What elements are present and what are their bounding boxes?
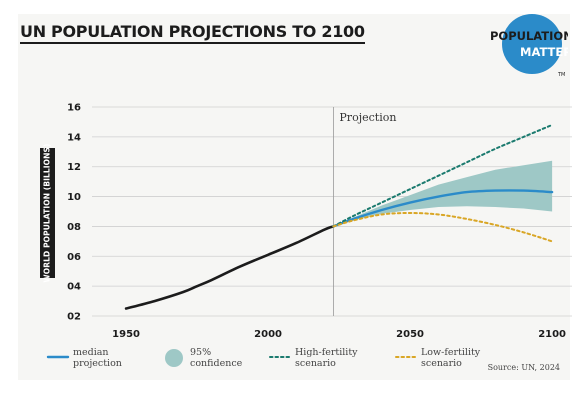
legend-label-low: Low-fertility: [421, 347, 481, 358]
y-tick-label: 04: [67, 282, 81, 293]
confidence-band: [333, 160, 553, 227]
population-matters-logo: POPULATION MATTERS TM: [490, 14, 568, 78]
axis-layer: 02 04 06 08 10 12 14 16 1950 2000 2050 2100 Projecti…: [67, 103, 566, 341]
legend-label-low: scenario: [421, 358, 462, 369]
y-tick-label: 12: [67, 162, 81, 173]
series-line-historical: [124, 225, 335, 310]
logo-circle: [502, 14, 562, 74]
y-tick-label: 14: [67, 132, 81, 143]
legend-label-high: High-fertility: [295, 347, 358, 358]
y-axis-label-box: [40, 148, 55, 278]
legend-label-high: scenario: [295, 358, 336, 369]
grid-layer: [92, 106, 572, 317]
source-note: Source: UN, 2024: [488, 363, 560, 372]
x-tick-label: 2050: [396, 329, 424, 340]
series-line-low: [332, 211, 554, 243]
y-tick-label: 08: [67, 222, 81, 233]
legend-label-median: median: [73, 347, 109, 358]
series-line-median: [332, 189, 554, 228]
y-tick-label: 06: [67, 252, 81, 263]
series-layer: [124, 123, 554, 310]
logo-tm: TM: [557, 72, 565, 78]
legend-label-confidence: 95%: [190, 347, 211, 358]
y-tick-label: 02: [67, 312, 81, 323]
x-tick-label: 1950: [112, 329, 140, 340]
x-tick-label: 2000: [254, 329, 282, 340]
confidence-band-layer: [333, 160, 553, 227]
y-tick-label: 16: [67, 103, 81, 114]
chart-title: UN POPULATION PROJECTIONS TO 2100: [20, 22, 365, 44]
y-tick-label: 10: [67, 192, 81, 203]
x-tick-label: 2100: [538, 329, 566, 340]
legend-label-confidence: confidence: [190, 358, 243, 369]
legend-swatch-confidence: [165, 349, 183, 367]
series-line-high: [332, 123, 554, 228]
legend-label-median: projection: [73, 358, 122, 369]
logo-line2: MATTERS: [520, 45, 568, 59]
projection-label: Projection: [339, 111, 396, 124]
logo-line1: POPULATION: [490, 29, 568, 43]
